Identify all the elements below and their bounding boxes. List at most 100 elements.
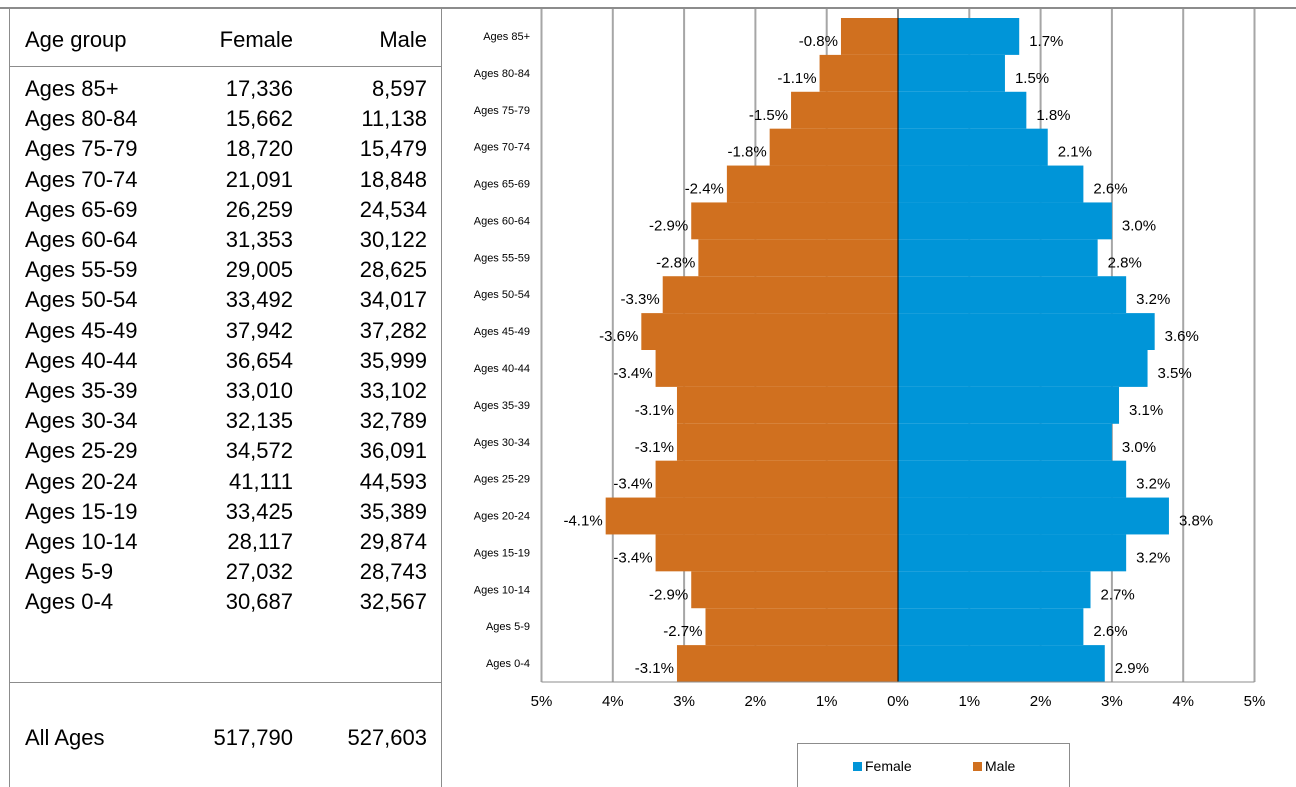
total-female: 517,790 [213, 725, 293, 750]
data-label-female: 3.0% [1122, 439, 1156, 456]
data-label-female: 3.8% [1179, 513, 1213, 530]
table-cell-age: Ages 80-84 [25, 106, 138, 131]
table-cell-female: 30,687 [225, 589, 293, 614]
data-label-male: -3.1% [635, 439, 674, 456]
category-label: Ages 85+ [483, 31, 530, 43]
table-cell-age: Ages 20-24 [25, 469, 138, 494]
data-label-male: -4.1% [563, 513, 602, 530]
x-tick-label: 0% [887, 693, 909, 710]
data-label-female: 2.1% [1058, 144, 1092, 161]
data-label-female: 2.8% [1108, 254, 1142, 271]
data-label-male: -3.3% [621, 291, 660, 308]
data-label-female: 1.5% [1015, 70, 1049, 87]
data-label-male: -3.1% [635, 402, 674, 419]
x-tick-label: 5% [1244, 693, 1266, 710]
table-cell-male: 30,122 [359, 227, 427, 252]
table-cell-male: 44,593 [359, 469, 427, 494]
table-cell-age: Ages 30-34 [25, 408, 138, 433]
data-label-female: 3.0% [1122, 217, 1156, 234]
bar-male [698, 239, 898, 277]
table-cell-female: 27,032 [225, 559, 293, 584]
data-label-male: -3.4% [613, 365, 652, 382]
x-tick-label: 2% [745, 693, 767, 710]
table-cell-male: 33,102 [359, 378, 427, 403]
table-cell-female: 33,425 [225, 499, 293, 524]
bar-male [605, 497, 898, 535]
category-label: Ages 5-9 [486, 621, 530, 633]
table-footer-rule [9, 682, 442, 683]
data-label-male: -2.4% [685, 181, 724, 198]
header-age-group: Age group [25, 27, 127, 52]
table-cell-male: 36,091 [359, 438, 427, 463]
table-cell-age: Ages 60-64 [25, 227, 138, 252]
bar-female [898, 54, 1005, 92]
data-label-male: -2.8% [656, 254, 695, 271]
category-label: Ages 40-44 [474, 363, 530, 375]
category-label: Ages 45-49 [474, 326, 530, 338]
table-cell-female: 36,654 [225, 348, 293, 373]
bar-male [691, 202, 898, 240]
table-cell-female: 37,942 [225, 318, 293, 343]
bar-female [898, 165, 1084, 203]
table-cell-female: 29,005 [225, 257, 293, 282]
bar-female [898, 534, 1127, 572]
bar-male [676, 645, 898, 682]
bar-female [898, 18, 1020, 55]
bar-male [705, 608, 898, 646]
category-label: Ages 75-79 [474, 105, 530, 117]
bar-male [655, 460, 898, 498]
table-cell-male: 29,874 [359, 529, 427, 554]
table-cell-female: 28,117 [227, 529, 293, 554]
table-cell-age: Ages 65-69 [25, 197, 138, 222]
table-cell-female: 15,662 [225, 106, 293, 131]
category-label: Ages 20-24 [474, 511, 530, 523]
data-label-male: -1.5% [749, 107, 788, 124]
data-label-female: 2.7% [1101, 586, 1135, 603]
bar-female [898, 460, 1127, 498]
data-label-male: -3.4% [613, 476, 652, 493]
bar-male [726, 165, 898, 203]
table-cell-male: 32,789 [359, 408, 427, 433]
data-label-female: 3.1% [1129, 402, 1163, 419]
data-label-female: 3.2% [1136, 291, 1170, 308]
legend-male-label: Male [985, 758, 1016, 774]
bar-male [641, 313, 898, 350]
data-label-male: -3.1% [635, 660, 674, 677]
bar-female [898, 645, 1105, 682]
table-cell-age: Ages 5-9 [25, 559, 114, 584]
table-cell-male: 37,282 [359, 318, 427, 343]
data-label-female: 1.8% [1036, 107, 1070, 124]
table-cell-female: 26,259 [225, 197, 293, 222]
table-cell-age: Ages 0-4 [25, 589, 114, 614]
table-cell-male: 35,389 [359, 499, 427, 524]
data-label-male: -2.9% [649, 217, 688, 234]
table-cell-male: 28,625 [359, 257, 427, 282]
data-label-female: 1.7% [1029, 33, 1063, 50]
category-label: Ages 50-54 [474, 289, 530, 301]
bar-female [898, 239, 1098, 277]
bar-female [898, 608, 1084, 646]
table-cell-female: 33,492 [225, 287, 293, 312]
table-cell-female: 34,572 [225, 438, 293, 463]
data-label-female: 2.6% [1093, 181, 1127, 198]
data-label-female: 2.9% [1115, 660, 1149, 677]
table-cell-age: Ages 70-74 [25, 167, 138, 192]
table-cell-female: 32,135 [225, 408, 293, 433]
legend-male-swatch [973, 762, 982, 771]
bar-male [662, 276, 898, 314]
bar-male [676, 423, 898, 461]
table-cell-age: Ages 75-79 [25, 136, 138, 161]
x-tick-label: 1% [958, 693, 980, 710]
bar-female [898, 386, 1120, 424]
data-label-male: -2.7% [663, 623, 702, 640]
data-label-female: 3.6% [1165, 328, 1199, 345]
data-label-female: 3.5% [1158, 365, 1192, 382]
bar-female [898, 497, 1169, 535]
top-border [0, 7, 1296, 9]
table-cell-female: 17,336 [225, 76, 293, 101]
x-tick-label: 1% [816, 693, 838, 710]
x-tick-label: 3% [1101, 693, 1123, 710]
table-cell-age: Ages 35-39 [25, 378, 138, 403]
legend-male: Male [973, 758, 1015, 774]
